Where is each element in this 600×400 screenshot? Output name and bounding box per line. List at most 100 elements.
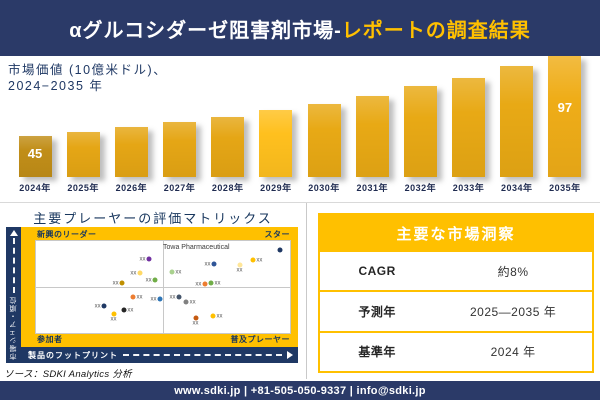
matrix-dot-marker (210, 313, 216, 319)
matrix-dot-label: xx (136, 294, 143, 301)
matrix-dot-label: xx (127, 307, 134, 314)
insight-label: CAGR (358, 264, 396, 279)
matrix-dot-marker (193, 315, 199, 321)
chart-note-line2: 2024−2035 年 (8, 79, 104, 93)
dashed-line-vertical (12, 238, 15, 293)
bar (500, 66, 534, 177)
matrix-dot (277, 247, 283, 253)
report-title-accent: レポートの調査結果 (341, 19, 531, 42)
bar (114, 127, 148, 177)
year-axis-label: 2027年 (163, 183, 196, 193)
bar (259, 110, 293, 177)
matrix-dot: xx (210, 313, 223, 319)
matrix-dot-label: xx (175, 269, 182, 276)
matrix-dot: xx (113, 280, 125, 287)
matrix-dot: xx (130, 270, 143, 276)
matrix-dot-label: xx (110, 316, 117, 323)
matrix-x-axis: 製品のフットプリント (21, 347, 298, 363)
bar-slot: 2029年 (253, 110, 299, 194)
matrix-dot-marker (183, 299, 189, 305)
horizontal-divider (0, 202, 600, 203)
matrix-dot-label: xx (195, 281, 202, 288)
matrix-dot-marker (169, 269, 175, 275)
bar (403, 86, 437, 177)
bar (452, 78, 486, 177)
quadrant-label-pervasive-players: 普及プレーヤー (230, 335, 290, 344)
insight-value: 2025—2035 年 (469, 304, 557, 319)
matrix-x-axis-label: 製品のフットプリント (28, 350, 118, 360)
matrix-figure: 市場シェア・順位 新興のリーダー スター 参加者 普及プレーヤー Towa Ph… (6, 227, 298, 363)
arrow-up-icon (9, 230, 18, 236)
contact-footer-bar: www.sdki.jp | +81-505-050-9337 | info@sd… (0, 381, 600, 400)
year-axis-label: 2035年 (549, 183, 581, 193)
bar-slot: 2025年 (60, 132, 106, 194)
matrix-dot: xx (95, 303, 107, 309)
insight-value: 約8% (497, 264, 529, 279)
player-matrix-panel: 主要プレーヤーの評価マトリックス 市場シェア・順位 新興のリーダー スター 参加… (0, 203, 306, 380)
matrix-dot-marker (250, 257, 256, 263)
year-axis-label: 2029年 (260, 183, 292, 193)
bar-slot: 2027年 (157, 122, 203, 194)
matrix-dot-label: xx (204, 261, 211, 268)
bar (211, 117, 245, 177)
matrix-dot: xx (205, 261, 217, 267)
year-axis-label: 2030年 (308, 183, 340, 193)
matrix-dot: xx (110, 311, 117, 322)
matrix-dot-label: xx (256, 257, 263, 264)
matrix-dot-marker (176, 294, 182, 300)
matrix-dot-marker (121, 307, 127, 313)
year-axis-label: 2034年 (500, 183, 533, 193)
matrix-dot: xx (130, 294, 143, 300)
matrix-dot-label: xx (216, 313, 223, 320)
matrix-dot-marker (211, 261, 217, 267)
bar-chart: 45 2024年 2025年 2026年 2027年 2028年 2029年 (12, 0, 588, 194)
matrix-dot-marker (130, 294, 136, 300)
year-axis-label: 2028年 (211, 183, 244, 193)
matrix-y-axis-label: 市場シェア・順位 (9, 296, 17, 360)
insight-row-forecast-years: 予測年 2025—2035 年 (320, 292, 592, 333)
matrix-y-axis: 市場シェア・順位 (6, 227, 21, 363)
year-axis-label: 2033年 (452, 183, 485, 193)
matrix-dot: xx (183, 299, 196, 306)
matrix-dot-marker (277, 247, 283, 253)
matrix-dot-label: xx (169, 294, 176, 301)
bar (355, 96, 389, 177)
matrix-dot-marker (237, 262, 243, 268)
report-title-main: αグルコシダーゼ阻害剤市場- (69, 19, 342, 42)
arrow-right-icon (287, 351, 293, 359)
bar-slot: 97 2035年 (542, 56, 588, 194)
matrix-dot: xx (121, 307, 133, 314)
year-axis-label: 2032年 (404, 183, 437, 193)
matrix-dot-marker (157, 296, 163, 302)
matrix-dot: xx (140, 256, 152, 263)
matrix-dot: xx (208, 280, 221, 287)
matrix-dot: xx (169, 269, 181, 275)
matrix-dot-label: xx (214, 280, 221, 287)
bar: 45 (18, 136, 52, 177)
bar-slot: 2028年 (205, 117, 251, 194)
matrix-dot-label: xx (130, 270, 137, 277)
insights-title: 主要な市場洞察 (320, 215, 592, 252)
matrix-title: 主要プレーヤーの評価マトリックス (33, 211, 273, 226)
matrix-dot-label: xx (145, 277, 152, 284)
matrix-dot-label: xx (189, 299, 196, 306)
bar-value-label: 45 (27, 146, 43, 161)
matrix-dot-marker (111, 311, 117, 317)
insight-label: 予測年 (358, 304, 396, 319)
bar-value-label: 97 (557, 100, 573, 115)
matrix-dot-marker (119, 280, 125, 286)
year-axis-label: 2026年 (115, 183, 148, 193)
bar-slot: 2030年 (301, 104, 347, 194)
company-annotation: Towa Pharmaceutical (163, 243, 230, 251)
bar (66, 132, 100, 177)
matrix-dot: xx (146, 277, 158, 283)
matrix-dot: xx (195, 281, 208, 288)
quadrant-label-participants: 参加者 (37, 335, 63, 344)
bar-slot: 2026年 (108, 127, 154, 194)
matrix-dot-marker (208, 280, 214, 286)
insight-label: 基準年 (358, 345, 396, 360)
year-axis-label: 2024年 (19, 183, 51, 193)
contact-footer-text: www.sdki.jp | +81-505-050-9337 | info@sd… (174, 384, 426, 397)
source-attribution: ソース：SDKI Analytics 分析 (4, 369, 132, 380)
matrix-plot: Towa Pharmaceutical xx xx xx xx xx xx xx… (35, 240, 291, 334)
